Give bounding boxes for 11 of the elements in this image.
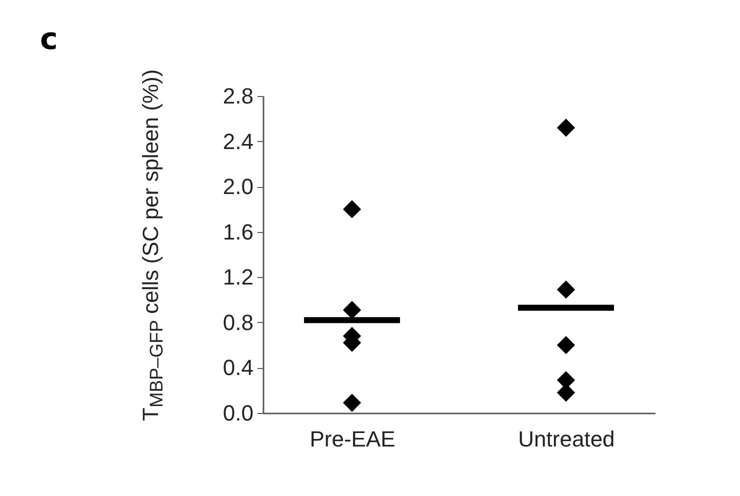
x-tick-label: Pre-EAE xyxy=(310,426,396,452)
y-tick-label: 0.8 xyxy=(222,310,254,335)
y-tick-label: 0.4 xyxy=(222,355,254,380)
y-tick-label: 2.4 xyxy=(222,128,254,154)
y-tick-label: 0.0 xyxy=(222,400,254,426)
y-tick-label: 2.0 xyxy=(222,174,254,200)
text: c xyxy=(40,22,58,57)
y-tick-label: 1.6 xyxy=(222,219,254,244)
y-tick-label: 2.8 xyxy=(222,84,254,108)
y-tick-label: 1.2 xyxy=(222,264,254,290)
x-tick-label: Untreated xyxy=(518,426,615,452)
